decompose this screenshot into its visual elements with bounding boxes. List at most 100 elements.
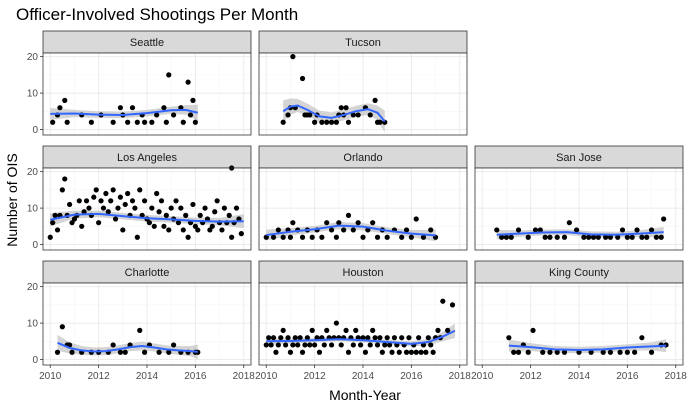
data-point-los-angeles-35 <box>132 205 138 211</box>
data-point-houston-41 <box>362 349 369 355</box>
data-point-seattle-15 <box>141 119 148 125</box>
x-tick-label: 2016 <box>184 371 207 382</box>
data-point-houston-9 <box>285 335 291 341</box>
data-point-seattle-25 <box>187 112 194 118</box>
data-point-seattle-13 <box>134 119 140 125</box>
data-point-san-jose-7 <box>537 227 543 233</box>
data-point-orlando-2 <box>275 227 281 233</box>
data-point-orlando-16 <box>336 220 342 226</box>
data-point-san-jose-1 <box>499 234 505 240</box>
data-point-houston-60 <box>408 349 414 355</box>
data-point-orlando-32 <box>420 234 427 240</box>
data-point-king-county-6 <box>540 349 546 355</box>
data-point-charlotte-16 <box>156 349 162 355</box>
data-point-houston-40 <box>360 335 366 341</box>
data-point-orlando-8 <box>299 234 306 240</box>
data-point-orlando-30 <box>408 234 414 240</box>
data-point-los-angeles-72 <box>221 205 227 211</box>
data-point-san-jose-13 <box>573 227 580 233</box>
confidence-band-tucson <box>283 98 385 133</box>
chart-title: Officer-Involved Shootings Per Month <box>16 5 298 24</box>
data-point-san-jose-29 <box>658 234 664 240</box>
data-point-houston-59 <box>406 335 412 341</box>
data-point-san-jose-14 <box>581 234 587 240</box>
data-point-san-jose-4 <box>515 227 522 233</box>
data-point-san-jose-10 <box>554 234 560 240</box>
data-point-houston-75 <box>449 302 456 308</box>
x-tick-label: 2018 <box>233 371 256 382</box>
data-point-seattle-17 <box>154 112 160 118</box>
data-point-orlando-31 <box>413 216 419 222</box>
data-point-houston-15 <box>299 349 306 355</box>
data-point-charlotte-18 <box>171 342 177 348</box>
data-point-king-county-4 <box>525 349 531 355</box>
data-point-houston-21 <box>314 335 320 341</box>
data-point-orlando-1 <box>270 234 277 240</box>
data-point-los-angeles-31 <box>122 201 128 208</box>
data-point-los-angeles-34 <box>129 198 136 204</box>
data-point-houston-24 <box>321 342 327 348</box>
data-point-orlando-28 <box>399 234 405 240</box>
strip-label-tucson: Tucson <box>345 37 381 49</box>
data-point-houston-27 <box>328 342 335 348</box>
panel-border-tucson <box>258 52 468 136</box>
data-point-houston-25 <box>324 327 330 333</box>
data-point-houston-69 <box>430 349 436 355</box>
data-point-houston-58 <box>403 349 410 355</box>
data-point-houston-29 <box>333 320 339 326</box>
data-point-san-jose-21 <box>619 227 626 233</box>
data-point-tucson-14 <box>333 119 339 125</box>
data-point-san-jose-0 <box>494 227 500 233</box>
data-point-king-county-0 <box>506 335 512 341</box>
data-point-tucson-16 <box>338 105 344 111</box>
data-point-san-jose-12 <box>566 220 572 226</box>
data-point-los-angeles-3 <box>54 227 61 233</box>
data-point-houston-52 <box>389 349 395 355</box>
data-point-san-jose-23 <box>629 234 635 240</box>
data-point-charlotte-1 <box>59 324 65 330</box>
data-point-houston-47 <box>377 335 383 341</box>
data-point-seattle-11 <box>125 119 131 125</box>
data-point-los-angeles-14 <box>81 209 87 215</box>
data-point-seattle-26 <box>190 97 196 103</box>
data-point-houston-33 <box>343 327 349 333</box>
data-point-houston-74 <box>445 327 451 333</box>
y-tick-label: 10 <box>27 89 39 100</box>
data-point-los-angeles-12 <box>76 198 82 204</box>
data-point-tucson-21 <box>355 112 361 118</box>
data-point-houston-34 <box>345 349 352 355</box>
data-point-houston-51 <box>387 342 393 348</box>
data-point-los-angeles-23 <box>103 190 109 197</box>
facet-panels: Seattle 0 10 20 Tucson Los Angeles 0 10 20 Orland… <box>27 30 687 382</box>
data-point-king-county-14 <box>617 349 623 355</box>
data-point-los-angeles-15 <box>83 198 90 204</box>
data-point-san-jose-15 <box>586 234 592 240</box>
data-point-los-angeles-46 <box>158 198 165 204</box>
data-point-king-county-17 <box>639 335 645 341</box>
data-point-charlotte-9 <box>110 342 116 348</box>
data-point-orlando-5 <box>287 234 294 240</box>
data-point-houston-63 <box>416 335 422 341</box>
data-point-san-jose-19 <box>607 234 614 240</box>
data-point-king-county-13 <box>607 349 614 355</box>
data-point-tucson-23 <box>367 112 373 118</box>
y-tick-label: 20 <box>27 282 39 293</box>
strip-label-king-county: King County <box>549 267 609 279</box>
data-point-los-angeles-42 <box>149 205 155 211</box>
smooth-line-orlando <box>266 224 436 237</box>
data-point-los-angeles-43 <box>151 223 157 229</box>
data-point-san-jose-24 <box>634 227 640 233</box>
x-tick-label: 2012 <box>88 371 111 382</box>
data-point-orlando-23 <box>370 220 376 226</box>
data-point-houston-19 <box>309 327 315 333</box>
x-tick-label: 2012 <box>520 371 543 382</box>
data-point-los-angeles-8 <box>67 201 73 208</box>
data-point-tucson-20 <box>350 112 356 118</box>
data-point-los-angeles-36 <box>134 234 140 240</box>
confidence-band-orlando <box>266 221 436 242</box>
x-tick-label: 2014 <box>568 371 591 382</box>
data-point-los-angeles-57 <box>185 234 191 240</box>
smooth-line-charlotte <box>57 341 198 353</box>
data-point-charlotte-0 <box>54 349 61 355</box>
